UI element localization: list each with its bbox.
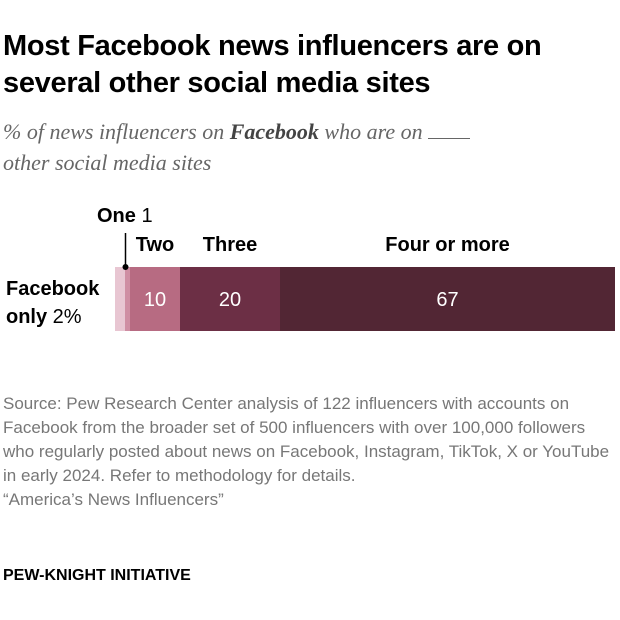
callout-dot: [122, 264, 129, 270]
brand-logo: PEW-KNIGHT INITIATIVE: [3, 567, 191, 584]
subtitle-pre: % of news influencers on: [3, 119, 230, 144]
bar-segment-one: [125, 267, 130, 331]
subtitle-blank: [428, 124, 471, 139]
category-label: Two: [136, 234, 175, 256]
subtitle-bold: Facebook: [229, 119, 319, 144]
source-text: Source: Pew Research Center analysis of …: [3, 394, 610, 485]
category-label: One 1: [97, 205, 153, 227]
bar-segment-four-or-more: [280, 267, 615, 331]
category-label: Four or more: [385, 234, 509, 256]
source-note: Source: Pew Research Center analysis of …: [3, 392, 615, 512]
category-label: only 2%: [6, 306, 82, 328]
bar-segment-two: [130, 267, 180, 331]
category-label: Facebook: [6, 278, 100, 300]
data-label: 20: [219, 289, 241, 311]
stacked-bar-chart: 10 Two 20 Three 67 Four or more Facebook only 2…: [6, 205, 615, 331]
bar-segment-facebook-only: [115, 267, 125, 331]
chart-title: Most Facebook news influencers are on se…: [3, 30, 542, 99]
data-label: 10: [144, 289, 166, 311]
subtitle-post: who are on: [318, 119, 423, 144]
report-title: “America’s News Influencers”: [3, 490, 224, 509]
data-label: 67: [436, 289, 458, 311]
bar-segment-three: [180, 267, 280, 331]
chart-subtitle: % of news influencers on Facebook who ar…: [3, 116, 603, 178]
subtitle-post2: other social media sites: [3, 150, 212, 175]
category-label: Three: [203, 234, 257, 256]
